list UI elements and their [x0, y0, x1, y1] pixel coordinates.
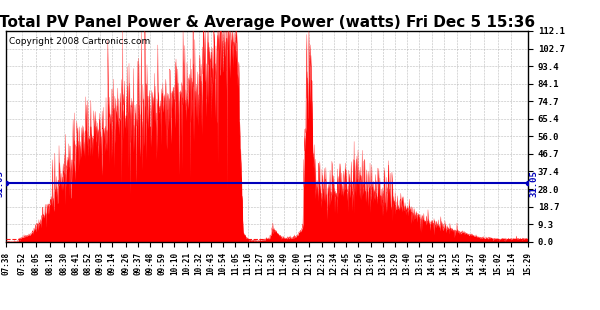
Title: Total PV Panel Power & Average Power (watts) Fri Dec 5 15:36: Total PV Panel Power & Average Power (wa…: [0, 15, 535, 30]
Text: Copyright 2008 Cartronics.com: Copyright 2008 Cartronics.com: [8, 37, 150, 46]
Text: 31.05: 31.05: [529, 170, 538, 197]
Text: 31.05: 31.05: [0, 170, 5, 197]
